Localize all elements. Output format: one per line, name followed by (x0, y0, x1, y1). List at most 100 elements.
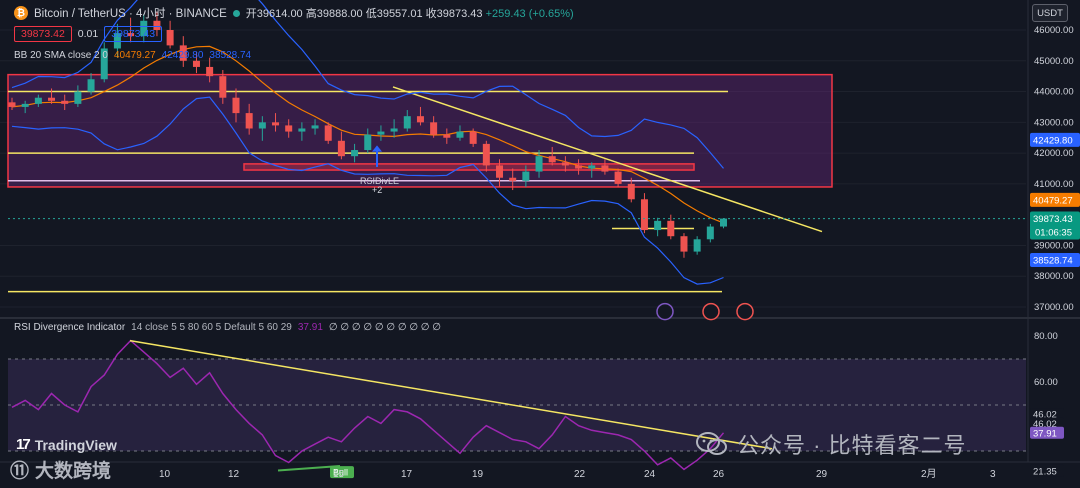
currency-selector[interactable]: USDT (1032, 4, 1068, 22)
candle-body (74, 91, 82, 104)
candle-body (245, 113, 253, 129)
bb-upper-band (11, 0, 724, 169)
candle-body (127, 33, 135, 37)
candle-body (258, 122, 266, 129)
candle-body (153, 20, 161, 30)
candle-body (100, 48, 108, 80)
candle-body (720, 218, 728, 227)
time-tick-label: 12 (228, 469, 240, 480)
price-tick-label: 45000.00 (1034, 56, 1074, 67)
candle-body (140, 20, 148, 37)
time-tick-label: 17 (401, 469, 413, 480)
price-tick-label: 43000.00 (1034, 117, 1074, 128)
rsi-legend-symbols: ∅ ∅ ∅ ∅ ∅ ∅ ∅ ∅ ∅ ∅ (328, 322, 442, 333)
candle-body (21, 103, 29, 107)
dashu-logo-icon: ⑪ (10, 461, 30, 482)
bull-label: Bull (333, 468, 348, 478)
price-tag-label: 40479.27 (1033, 195, 1073, 206)
market-open-icon (232, 9, 240, 17)
time-tick-label: 29 (816, 469, 828, 480)
rsi-legend-value: 37.91 (297, 322, 323, 333)
rsi-tag-label: 46.02 (1033, 410, 1057, 421)
candle-body (443, 134, 451, 138)
candle-body (627, 183, 635, 200)
watermark-text: 公众号 · 比特看客二号 (737, 433, 967, 458)
rsi-legend[interactable]: RSI Divergence Indicator 14 close 5 5 80… (14, 322, 441, 333)
price-tag (1030, 132, 1080, 147)
bb-legend[interactable]: BB 20 SMA close 2 0 40479.27 42429.80 38… (14, 50, 251, 61)
rsidiv-sub-label: +2 (372, 185, 382, 195)
tradingview-logo: 17 TradingView (16, 436, 117, 453)
candle-body (469, 131, 477, 144)
candle-body (285, 125, 293, 132)
candle-body (667, 220, 675, 237)
rsi-tag (1030, 417, 1064, 430)
bull-badge (330, 466, 354, 479)
candle-body (482, 143, 490, 166)
candle-body (614, 171, 622, 184)
candle-body (48, 97, 56, 101)
candle-body (575, 165, 583, 169)
candle-body (298, 128, 306, 132)
time-tick-label: 3 (990, 469, 996, 480)
candle-body (192, 60, 200, 67)
dashu-watermark: ⑪ 大数跨境 (10, 456, 111, 483)
candle-body (61, 100, 69, 104)
price-tick-label: 39000.00 (1034, 240, 1074, 251)
candle-body (680, 236, 688, 252)
price-change: +259.43 (+0.65%) (485, 8, 574, 20)
time-tick-label: 26 (713, 469, 725, 480)
candle-body (403, 116, 411, 129)
candle-body (179, 45, 187, 61)
resistance-zone (243, 163, 695, 171)
price-tag-label: 42429.80 (1033, 135, 1073, 146)
candle-body (654, 220, 662, 231)
price-trendline (392, 86, 823, 233)
wechat-watermark: 公众号 · 比特看客二号 (695, 428, 967, 460)
candle-body (706, 226, 714, 240)
bull-divergence-line (277, 464, 341, 472)
candle-body (390, 128, 398, 132)
sell-button[interactable]: 39873.42 (14, 26, 72, 42)
candle-body (640, 199, 648, 231)
time-tick-label: 22 (574, 469, 586, 480)
symbol-header: ₿ Bitcoin / TetherUS · 4小时 · BINANCE 开39… (14, 4, 574, 22)
price-tick-label: 46000.00 (1034, 25, 1074, 36)
rsi-tick-label: 80.00 (1034, 331, 1058, 342)
price-tick-label: 41000.00 (1034, 179, 1074, 190)
event-icon (656, 302, 674, 321)
dashu-text: 大数跨境 (35, 461, 112, 482)
candle-body (219, 76, 227, 98)
spread-label: 0.01 (77, 28, 99, 40)
candle-body (8, 102, 16, 107)
candle-body (693, 239, 701, 252)
candle-body (509, 177, 517, 181)
candle-body (166, 30, 174, 46)
rsi-legend-params: 14 close 5 5 80 60 5 Default 5 60 29 (131, 322, 292, 333)
rsidiv-arrowhead (372, 145, 382, 152)
candle-body (34, 97, 42, 104)
event-icon (702, 302, 720, 321)
event-icon (736, 302, 754, 321)
buy-button[interactable]: 39873.43 (104, 26, 163, 42)
order-buttons: 39873.42 0.01 39873.43 (14, 26, 163, 42)
candle-body (351, 150, 359, 157)
candle-body (522, 171, 530, 181)
bb-lower-band (11, 96, 724, 285)
candle-body (337, 140, 345, 157)
candle-body (456, 131, 464, 138)
rsidiv-label: RSIDivLE (360, 176, 399, 186)
candle-body (496, 165, 504, 178)
candle-body (311, 125, 319, 129)
tradingview-icon: 17 (16, 436, 31, 453)
candle-body (416, 116, 424, 123)
bb-legend-name: BB 20 SMA close 2 0 (14, 50, 108, 61)
candle-body (535, 156, 543, 172)
candle-body (561, 162, 569, 166)
rsi-tag (1030, 426, 1064, 439)
candle-body (588, 165, 596, 169)
time-tick-label: 24 (644, 469, 656, 480)
symbol-title[interactable]: Bitcoin / TetherUS · 4小时 · BINANCE (34, 8, 227, 20)
